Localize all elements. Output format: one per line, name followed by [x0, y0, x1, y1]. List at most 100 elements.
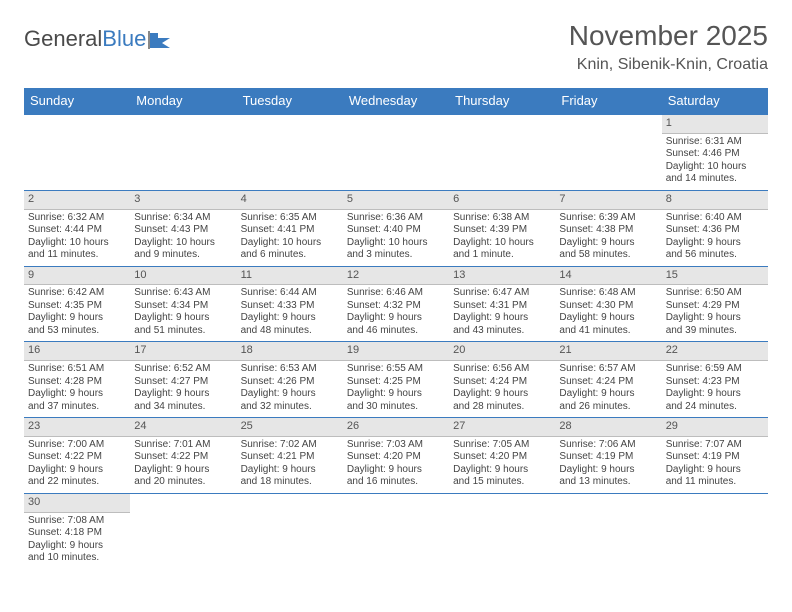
logo: GeneralBlue	[24, 26, 174, 52]
day-cell: 2Sunrise: 6:32 AMSunset: 4:44 PMDaylight…	[24, 190, 130, 266]
sunset-text: Sunset: 4:29 PM	[666, 300, 764, 313]
day-cell: 5Sunrise: 6:36 AMSunset: 4:40 PMDaylight…	[343, 190, 449, 266]
day-header: Thursday	[449, 88, 555, 114]
week-row: 30Sunrise: 7:08 AMSunset: 4:18 PMDayligh…	[24, 493, 768, 568]
sunset-text: Sunset: 4:33 PM	[241, 300, 339, 313]
calendar-table: Sunday Monday Tuesday Wednesday Thursday…	[24, 88, 768, 569]
daylight-text: and 16 minutes.	[347, 476, 445, 489]
daylight-text: and 15 minutes.	[453, 476, 551, 489]
day-number: 11	[237, 267, 343, 286]
day-cell	[555, 114, 661, 190]
day-cell	[237, 114, 343, 190]
sunset-text: Sunset: 4:26 PM	[241, 376, 339, 389]
sunset-text: Sunset: 4:28 PM	[28, 376, 126, 389]
day-header: Tuesday	[237, 88, 343, 114]
daylight-text: and 18 minutes.	[241, 476, 339, 489]
day-number: 13	[449, 267, 555, 286]
daylight-text: Daylight: 9 hours	[666, 237, 764, 250]
daylight-text: Daylight: 9 hours	[453, 464, 551, 477]
day-cell: 4Sunrise: 6:35 AMSunset: 4:41 PMDaylight…	[237, 190, 343, 266]
day-cell: 7Sunrise: 6:39 AMSunset: 4:38 PMDaylight…	[555, 190, 661, 266]
sunrise-text: Sunrise: 6:35 AM	[241, 212, 339, 225]
day-number: 5	[343, 191, 449, 210]
day-cell: 30Sunrise: 7:08 AMSunset: 4:18 PMDayligh…	[24, 493, 130, 568]
sunset-text: Sunset: 4:24 PM	[559, 376, 657, 389]
daylight-text: Daylight: 9 hours	[453, 312, 551, 325]
sunset-text: Sunset: 4:30 PM	[559, 300, 657, 313]
sunset-text: Sunset: 4:19 PM	[559, 451, 657, 464]
daylight-text: Daylight: 10 hours	[28, 237, 126, 250]
day-cell: 27Sunrise: 7:05 AMSunset: 4:20 PMDayligh…	[449, 418, 555, 494]
sunrise-text: Sunrise: 7:00 AM	[28, 439, 126, 452]
daylight-text: Daylight: 10 hours	[666, 161, 764, 174]
daylight-text: and 39 minutes.	[666, 325, 764, 338]
daylight-text: Daylight: 9 hours	[347, 464, 445, 477]
sunset-text: Sunset: 4:21 PM	[241, 451, 339, 464]
sunrise-text: Sunrise: 6:50 AM	[666, 287, 764, 300]
daylight-text: and 53 minutes.	[28, 325, 126, 338]
daylight-text: Daylight: 9 hours	[241, 312, 339, 325]
day-number: 16	[24, 342, 130, 361]
day-cell	[24, 114, 130, 190]
sunrise-text: Sunrise: 6:38 AM	[453, 212, 551, 225]
sunrise-text: Sunrise: 6:42 AM	[28, 287, 126, 300]
day-cell: 22Sunrise: 6:59 AMSunset: 4:23 PMDayligh…	[662, 342, 768, 418]
day-number: 14	[555, 267, 661, 286]
daylight-text: and 58 minutes.	[559, 249, 657, 262]
day-cell	[449, 114, 555, 190]
day-number: 30	[24, 494, 130, 513]
sunrise-text: Sunrise: 7:07 AM	[666, 439, 764, 452]
day-number: 22	[662, 342, 768, 361]
day-number: 19	[343, 342, 449, 361]
daylight-text: and 9 minutes.	[134, 249, 232, 262]
day-number: 24	[130, 418, 236, 437]
day-cell: 9Sunrise: 6:42 AMSunset: 4:35 PMDaylight…	[24, 266, 130, 342]
sunrise-text: Sunrise: 7:02 AM	[241, 439, 339, 452]
sunrise-text: Sunrise: 6:31 AM	[666, 136, 764, 149]
header: GeneralBlue November 2025 Knin, Sibenik-…	[24, 20, 768, 74]
day-cell	[662, 493, 768, 568]
day-cell: 26Sunrise: 7:03 AMSunset: 4:20 PMDayligh…	[343, 418, 449, 494]
week-row: 9Sunrise: 6:42 AMSunset: 4:35 PMDaylight…	[24, 266, 768, 342]
day-number: 29	[662, 418, 768, 437]
day-number: 6	[449, 191, 555, 210]
sunrise-text: Sunrise: 6:59 AM	[666, 363, 764, 376]
day-number: 2	[24, 191, 130, 210]
daylight-text: and 48 minutes.	[241, 325, 339, 338]
day-number: 12	[343, 267, 449, 286]
sunset-text: Sunset: 4:44 PM	[28, 224, 126, 237]
daylight-text: Daylight: 9 hours	[347, 312, 445, 325]
day-cell: 8Sunrise: 6:40 AMSunset: 4:36 PMDaylight…	[662, 190, 768, 266]
day-cell	[130, 493, 236, 568]
day-cell: 24Sunrise: 7:01 AMSunset: 4:22 PMDayligh…	[130, 418, 236, 494]
daylight-text: Daylight: 9 hours	[241, 464, 339, 477]
sunrise-text: Sunrise: 6:34 AM	[134, 212, 232, 225]
daylight-text: and 28 minutes.	[453, 401, 551, 414]
sunrise-text: Sunrise: 7:03 AM	[347, 439, 445, 452]
daylight-text: and 24 minutes.	[666, 401, 764, 414]
day-number: 17	[130, 342, 236, 361]
daylight-text: and 6 minutes.	[241, 249, 339, 262]
daylight-text: Daylight: 9 hours	[666, 388, 764, 401]
page: GeneralBlue November 2025 Knin, Sibenik-…	[0, 0, 792, 589]
day-number: 9	[24, 267, 130, 286]
daylight-text: Daylight: 9 hours	[134, 312, 232, 325]
day-number: 3	[130, 191, 236, 210]
daylight-text: Daylight: 10 hours	[241, 237, 339, 250]
daylight-text: and 30 minutes.	[347, 401, 445, 414]
day-number: 21	[555, 342, 661, 361]
daylight-text: Daylight: 10 hours	[453, 237, 551, 250]
week-row: 16Sunrise: 6:51 AMSunset: 4:28 PMDayligh…	[24, 342, 768, 418]
month-title: November 2025	[569, 20, 768, 52]
day-cell: 25Sunrise: 7:02 AMSunset: 4:21 PMDayligh…	[237, 418, 343, 494]
sunset-text: Sunset: 4:22 PM	[28, 451, 126, 464]
day-cell	[343, 114, 449, 190]
sunset-text: Sunset: 4:38 PM	[559, 224, 657, 237]
week-row: 2Sunrise: 6:32 AMSunset: 4:44 PMDaylight…	[24, 190, 768, 266]
sunrise-text: Sunrise: 7:06 AM	[559, 439, 657, 452]
sunrise-text: Sunrise: 6:43 AM	[134, 287, 232, 300]
sunset-text: Sunset: 4:27 PM	[134, 376, 232, 389]
sunrise-text: Sunrise: 7:05 AM	[453, 439, 551, 452]
daylight-text: and 26 minutes.	[559, 401, 657, 414]
day-cell: 12Sunrise: 6:46 AMSunset: 4:32 PMDayligh…	[343, 266, 449, 342]
